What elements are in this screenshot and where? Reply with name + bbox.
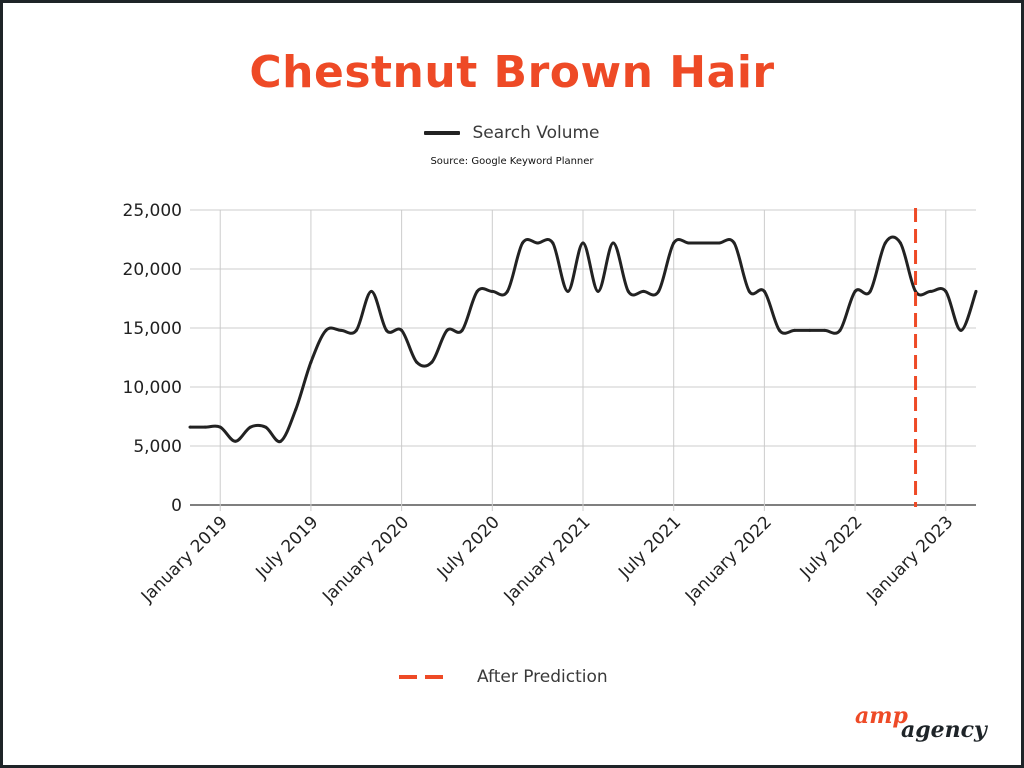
- x-tick-label: January 2023: [862, 512, 957, 607]
- data-point: [626, 289, 630, 293]
- data-point: [929, 289, 933, 293]
- data-point: [400, 328, 404, 332]
- data-point: [762, 289, 766, 293]
- logo-text-agency: agency: [901, 717, 987, 743]
- data-point: [732, 241, 736, 245]
- x-tick-label: July 2019: [252, 512, 323, 583]
- data-point: [339, 328, 343, 332]
- data-point: [294, 407, 298, 411]
- logo-text-amp: amp: [855, 703, 908, 729]
- data-point: [853, 289, 857, 293]
- data-point: [475, 289, 479, 293]
- data-point: [233, 439, 237, 443]
- data-point: [581, 241, 585, 245]
- y-tick-label: 10,000: [123, 378, 182, 398]
- data-point: [264, 425, 268, 429]
- data-point: [823, 328, 827, 332]
- x-tick-label: January 2022: [681, 512, 776, 607]
- x-tick-label: January 2019: [137, 512, 232, 607]
- data-point: [445, 328, 449, 332]
- data-point: [203, 425, 207, 429]
- legend-dash-swatch: [399, 675, 451, 679]
- legend-line-swatch: [424, 131, 461, 135]
- legend-after-prediction: After Prediction: [399, 667, 608, 687]
- data-point: [747, 289, 751, 293]
- x-tick-label: January 2021: [500, 512, 595, 607]
- series-layer: [188, 235, 978, 444]
- data-point: [596, 289, 600, 293]
- data-point: [883, 241, 887, 245]
- data-point: [898, 241, 902, 245]
- data-point: [868, 289, 872, 293]
- y-tick-label: 5,000: [133, 437, 182, 457]
- data-point: [838, 328, 842, 332]
- legend-search-volume-label: Search Volume: [472, 123, 600, 143]
- chart-title: Chestnut Brown Hair: [249, 47, 775, 98]
- data-point: [415, 360, 419, 364]
- y-tick-label: 25,000: [123, 201, 182, 221]
- x-tick-label: July 2022: [796, 512, 867, 583]
- data-point: [354, 328, 358, 332]
- data-point: [611, 241, 615, 245]
- legend-after-prediction-label: After Prediction: [477, 667, 608, 687]
- data-point: [505, 289, 509, 293]
- data-point: [248, 425, 252, 429]
- x-tick-label: January 2020: [318, 512, 413, 607]
- data-point: [717, 241, 721, 245]
- data-point: [672, 241, 676, 245]
- data-point: [460, 328, 464, 332]
- data-point: [430, 360, 434, 364]
- data-point: [188, 425, 192, 429]
- x-tick-label: July 2021: [614, 512, 685, 583]
- grid-lines: [190, 209, 976, 511]
- data-point: [536, 241, 540, 245]
- data-point: [521, 241, 525, 245]
- data-point: [974, 289, 978, 293]
- y-tick-label: 20,000: [123, 260, 182, 280]
- data-point: [324, 328, 328, 332]
- y-tick-label: 15,000: [123, 319, 182, 339]
- data-point: [309, 360, 313, 364]
- data-point: [657, 289, 661, 293]
- data-point: [279, 439, 283, 443]
- data-point: [687, 241, 691, 245]
- legend-search-volume: Search Volume: [3, 123, 1021, 143]
- data-point: [641, 289, 645, 293]
- data-point: [551, 241, 555, 245]
- data-point: [702, 241, 706, 245]
- data-point: [490, 289, 494, 293]
- data-point: [385, 328, 388, 332]
- y-axis-tick-labels: 0 5,000 10,000 15,000 20,000 25,000: [123, 201, 182, 516]
- data-point: [369, 289, 373, 293]
- x-tick-label: July 2020: [433, 512, 504, 583]
- amp-agency-logo: amp agency: [855, 703, 1005, 753]
- data-point: [944, 289, 948, 293]
- data-point: [808, 328, 812, 332]
- data-point: [566, 289, 570, 293]
- data-point: [793, 328, 797, 332]
- data-point: [959, 328, 963, 332]
- data-point: [218, 425, 222, 429]
- data-point: [778, 328, 781, 332]
- y-tick-label: 0: [171, 496, 182, 516]
- source-note: Source: Google Keyword Planner: [430, 156, 594, 167]
